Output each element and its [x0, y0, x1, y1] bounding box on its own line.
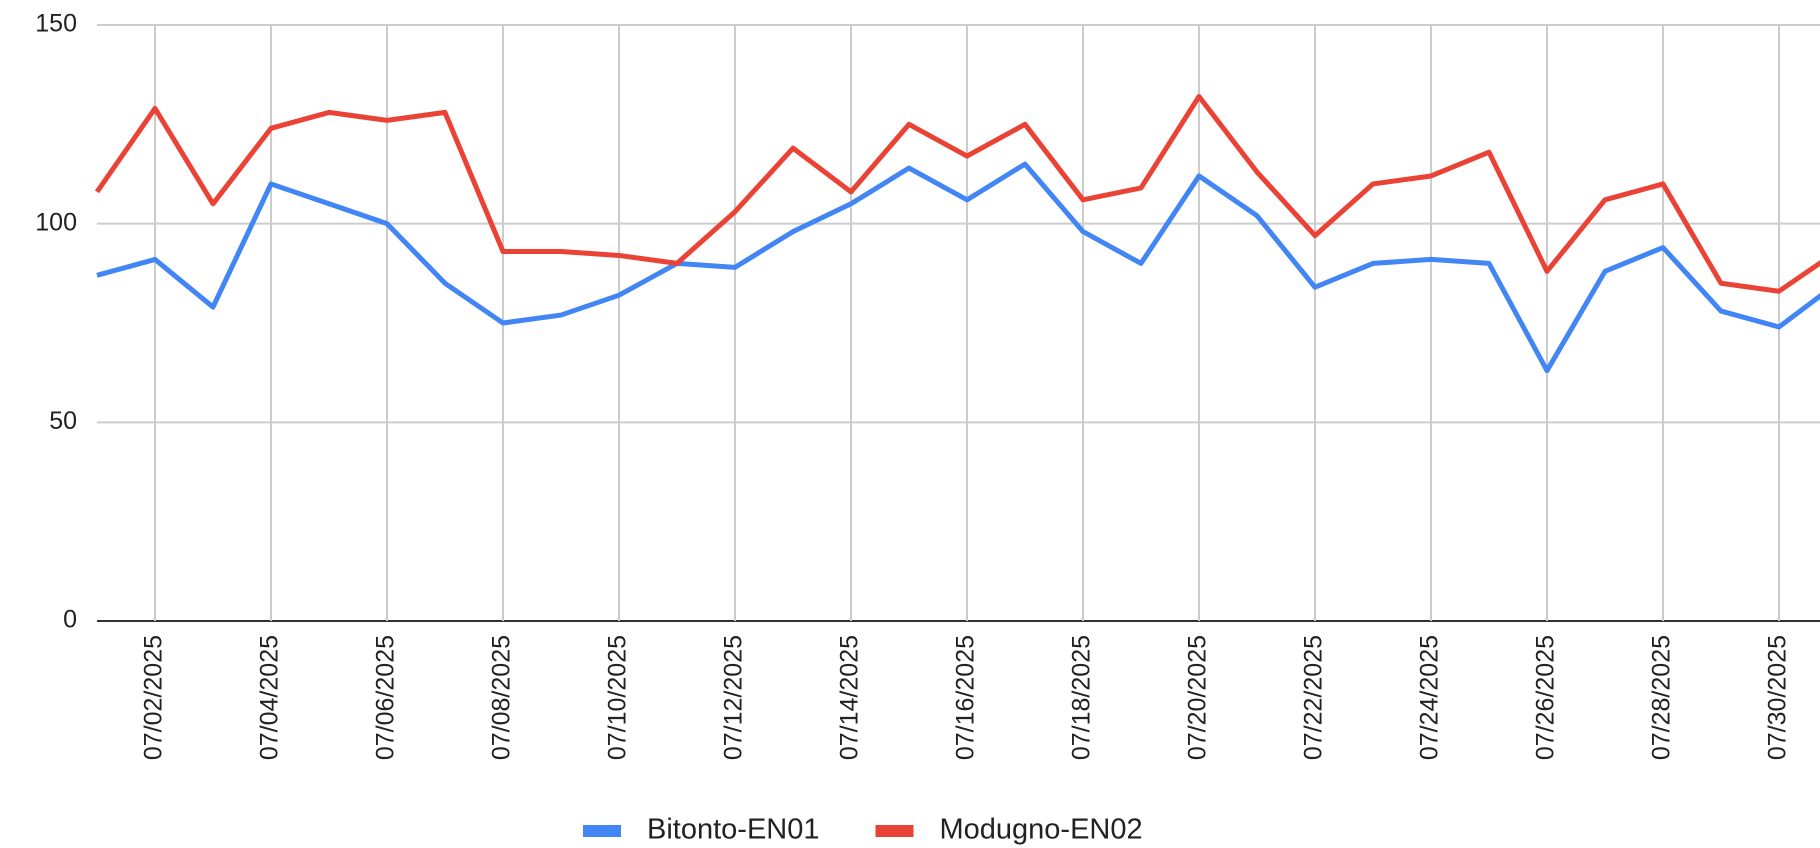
x-tick-label: 07/24/2025 — [1416, 635, 1444, 760]
x-tick-label: 07/30/2025 — [1764, 635, 1792, 760]
x-tick-label: 07/10/2025 — [604, 635, 632, 760]
legend-swatch — [875, 825, 914, 837]
x-tick-label: 07/28/2025 — [1648, 635, 1676, 760]
y-tick-label: 100 — [35, 208, 77, 236]
x-tick-label: 07/18/2025 — [1068, 635, 1096, 760]
y-tick-label: 50 — [49, 407, 77, 435]
x-tick-label: 07/20/2025 — [1184, 635, 1212, 760]
legend-label: Modugno-EN02 — [940, 814, 1143, 846]
y-tick-label: 150 — [35, 10, 77, 38]
x-tick-label: 07/26/2025 — [1532, 635, 1560, 760]
x-tick-label: 07/14/2025 — [836, 635, 864, 760]
y-tick-label: 0 — [63, 606, 77, 634]
x-tick-label: 07/16/2025 — [952, 635, 980, 760]
legend-swatch — [583, 825, 621, 837]
x-tick-label: 07/12/2025 — [720, 635, 748, 760]
series-line — [96, 161, 1820, 374]
x-tick-label: 07/04/2025 — [256, 635, 284, 760]
legend-label: Bitonto-EN01 — [647, 814, 820, 846]
series-line — [94, 94, 1820, 294]
x-tick-label: 07/08/2025 — [488, 635, 516, 760]
x-tick-label: 07/06/2025 — [372, 635, 400, 760]
x-tick-label: 07/02/2025 — [140, 635, 168, 760]
x-tick-label: 07/22/2025 — [1300, 635, 1328, 760]
